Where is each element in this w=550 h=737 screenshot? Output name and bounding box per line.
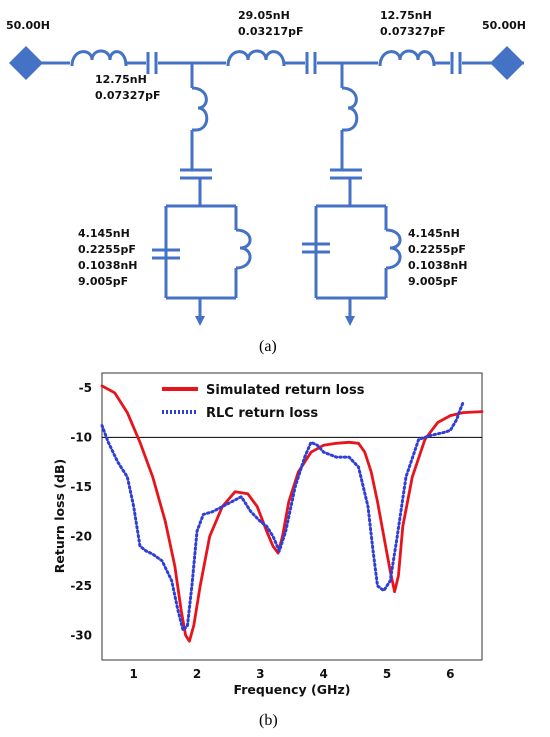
series2-values: 29.05nH 0.03217pF: [238, 8, 304, 40]
shunt-branch-left: [152, 63, 252, 318]
port-left: [9, 46, 43, 80]
legend: Simulated return loss RLC return loss: [162, 383, 365, 421]
port-right-label: 50.00H: [482, 19, 526, 32]
series1-values: 12.75nH 0.07327pF: [95, 72, 161, 104]
shunt-right-l1: 4.145nH: [408, 227, 460, 240]
capacitor-series-1: [146, 50, 158, 76]
shunt-left-c2: 9.005pF: [78, 275, 129, 288]
legend-label-rlc: RLC return loss: [206, 406, 318, 421]
shunt-left-values: 4.145nH 0.2255pF 0.1038nH 9.005pF: [78, 226, 138, 290]
series3-values: 12.75nH 0.07327pF: [380, 8, 446, 40]
series3-capacitance: 0.07327pF: [380, 25, 446, 38]
capacitor-series-2: [305, 50, 317, 76]
series1-inductance: 12.75nH: [95, 73, 147, 86]
shunt-right-c1: 0.2255pF: [408, 243, 466, 256]
y-tick-label: -5: [79, 381, 92, 395]
y-tick-label: -20: [70, 529, 92, 543]
series-line-simulated: [100, 384, 484, 643]
port-right: [490, 46, 524, 80]
series2-inductance: 29.05nH: [238, 9, 290, 22]
x-tick-label: 4: [319, 667, 327, 681]
y-axis-title: Return loss (dB): [52, 459, 67, 573]
inductor-series-1: [70, 49, 128, 67]
series2-capacitance: 0.03217pF: [238, 25, 304, 38]
x-axis-title: Frequency (GHz): [234, 682, 351, 697]
capacitor-series-3: [450, 50, 462, 76]
y-tick-label: -10: [70, 430, 92, 444]
shunt-left-l1: 4.145nH: [78, 227, 130, 240]
ground-arrow-right: [345, 316, 355, 326]
shunt-left-c1: 0.2255pF: [78, 243, 136, 256]
series3-inductance: 12.75nH: [380, 9, 432, 22]
shunt-right-values: 4.145nH 0.2255pF 0.1038nH 9.005pF: [408, 226, 468, 290]
x-tick-label: 6: [446, 667, 454, 681]
inductor-series-3: [378, 49, 436, 67]
y-tick-label: -30: [70, 628, 92, 642]
y-tick-label: -15: [70, 480, 92, 494]
x-tick-label: 5: [383, 667, 391, 681]
ground-arrow-left: [195, 316, 205, 326]
legend-label-simulated: Simulated return loss: [206, 383, 365, 398]
circuit-schematic: [9, 46, 524, 326]
y-tick-label: -25: [70, 579, 92, 593]
x-tick-label: 1: [129, 667, 137, 681]
series-line-rlc: [100, 401, 465, 632]
shunt-right-l2: 0.1038nH: [408, 259, 468, 272]
shunt-right-c2: 9.005pF: [408, 275, 459, 288]
series1-capacitance: 0.07327pF: [95, 89, 161, 102]
caption-b: (b): [259, 712, 278, 729]
shunt-left-l2: 0.1038nH: [78, 259, 138, 272]
caption-a: (a): [259, 338, 277, 355]
x-tick-label: 2: [193, 667, 201, 681]
x-tick-label: 3: [256, 667, 264, 681]
shunt-branch-right: [302, 63, 402, 318]
inductor-series-2: [226, 49, 286, 67]
port-left-label: 50.00H: [6, 19, 50, 32]
